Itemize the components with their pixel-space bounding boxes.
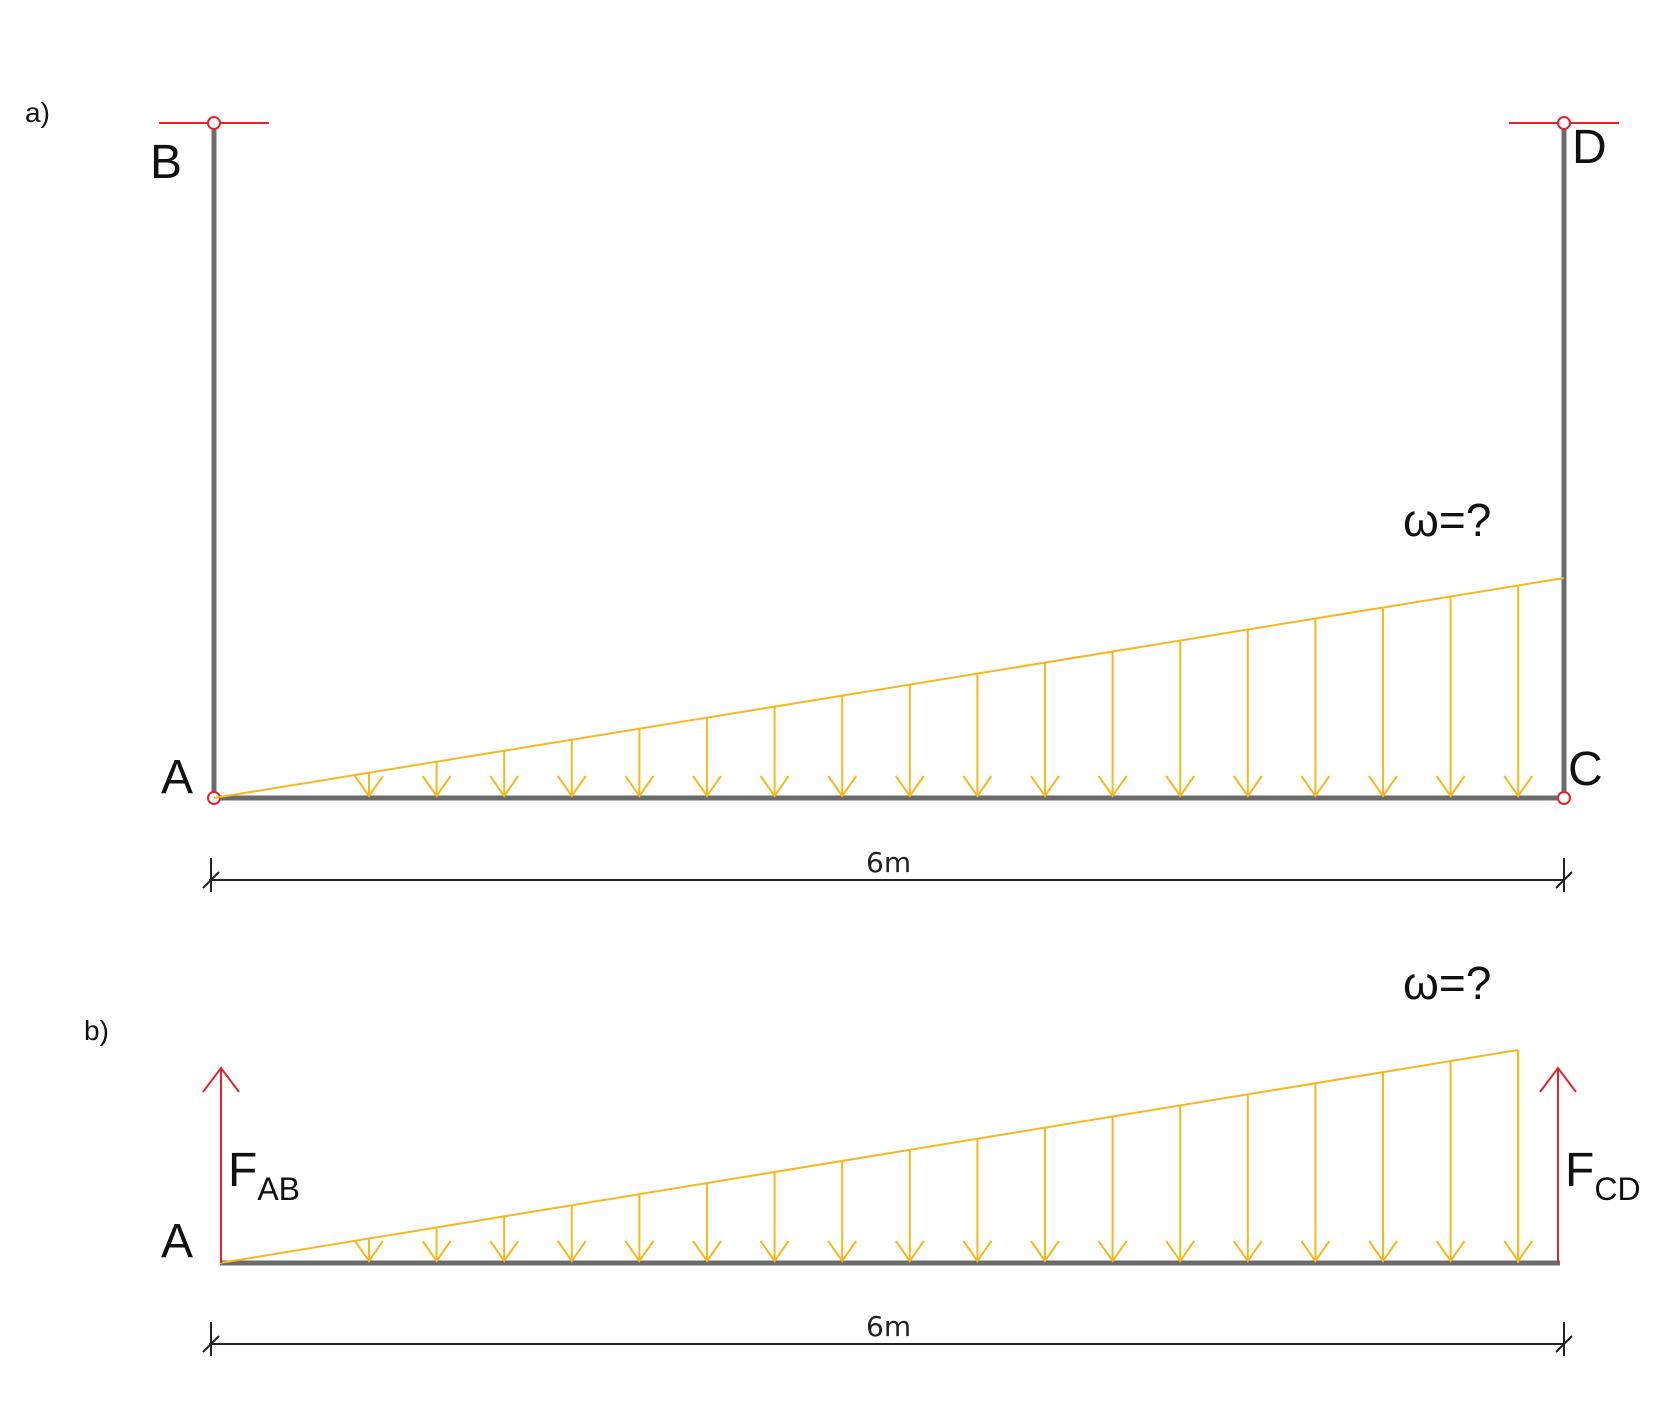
load-arrows-a [354,585,1534,798]
load-arrowhead-a-6 [692,775,722,798]
load-arrowhead-b-1 [354,1240,384,1263]
load-arrowhead-b-18 [1503,1240,1534,1263]
force-label-CD: FCD [1565,1144,1641,1207]
load-arrowhead-b-17 [1435,1240,1466,1263]
load-arrowhead-a-5 [624,775,655,798]
part-b-label: b) [84,1015,109,1046]
load-arrowhead-b-16 [1368,1240,1398,1263]
point-label-C: C [1568,743,1603,796]
load-arrowhead-a-17 [1435,775,1466,798]
load-arrowhead-a-16 [1368,775,1398,798]
load-arrowhead-b-11 [1030,1240,1060,1263]
load-arrowhead-a-9 [894,775,925,798]
load-label-b: ω=? [1403,957,1491,1009]
load-arrowhead-a-13 [1165,775,1196,798]
point-label-A: A [161,751,193,804]
dimension-slash-b-left [202,1335,220,1353]
force-label-AB-sub: AB [257,1171,300,1207]
load-top-line-a [213,577,1565,799]
load-arrowhead-b-14 [1232,1240,1263,1263]
load-arrowhead-a-10 [962,775,993,798]
load-arrowhead-b-12 [1097,1240,1128,1263]
force-label-AB-main: F [228,1144,257,1197]
load-arrowhead-b-10 [962,1240,993,1263]
load-arrowhead-a-14 [1232,775,1263,798]
dimension-slash-b-right [1555,1335,1573,1353]
load-label-a: ω=? [1403,494,1491,546]
load-arrowhead-b-6 [692,1240,722,1263]
part-a-label: a) [25,97,50,128]
force-label-CD-main: F [1565,1144,1594,1197]
dimension-a: 6m [202,846,1573,892]
load-arrowhead-b-4 [556,1240,587,1263]
load-arrowhead-a-3 [489,775,520,798]
pin-B [207,116,221,130]
load-arrowhead-b-8 [827,1240,858,1263]
load-arrowhead-b-5 [624,1240,655,1263]
load-arrowhead-a-18 [1503,775,1534,798]
load-arrowhead-a-4 [556,775,587,798]
part-a: a) B D A C ω=? 6m [25,97,1619,892]
load-arrowhead-b-7 [759,1240,790,1263]
point-label-D: D [1572,121,1607,174]
dimension-slash-a-right [1555,871,1573,889]
force-arrow-AB [202,1066,240,1263]
load-arrowhead-b-13 [1165,1240,1196,1263]
load-arrowhead-a-2 [421,775,452,798]
span-label-b: 6m [866,1310,911,1343]
load-arrowhead-b-15 [1300,1240,1331,1263]
load-arrowhead-a-12 [1097,775,1128,798]
load-arrowhead-a-7 [759,775,790,798]
load-arrows-b [354,1049,1534,1263]
part-b: b) A ω=? FAB FCD [84,957,1641,1356]
load-arrowhead-b-2 [421,1240,452,1263]
point-label-B: B [150,136,182,189]
load-top-line-b [219,1049,1519,1264]
load-arrowhead-a-8 [827,775,858,798]
force-arrow-CD [1539,1066,1577,1263]
load-arrowhead-b-3 [489,1240,520,1263]
load-arrowhead-b-9 [894,1240,925,1263]
dimension-b: 6m [202,1310,1573,1356]
pin-D [1557,116,1571,130]
pin-C [1557,791,1571,805]
load-arrowhead-a-15 [1300,775,1331,798]
point-label-A-b: A [161,1215,193,1268]
force-label-AB: FAB [228,1144,300,1207]
load-arrowhead-a-1 [354,775,384,798]
force-label-CD-sub: CD [1594,1171,1640,1207]
span-label-a: 6m [866,846,911,879]
load-arrowhead-a-11 [1030,775,1060,798]
dimension-slash-a-left [202,871,220,889]
